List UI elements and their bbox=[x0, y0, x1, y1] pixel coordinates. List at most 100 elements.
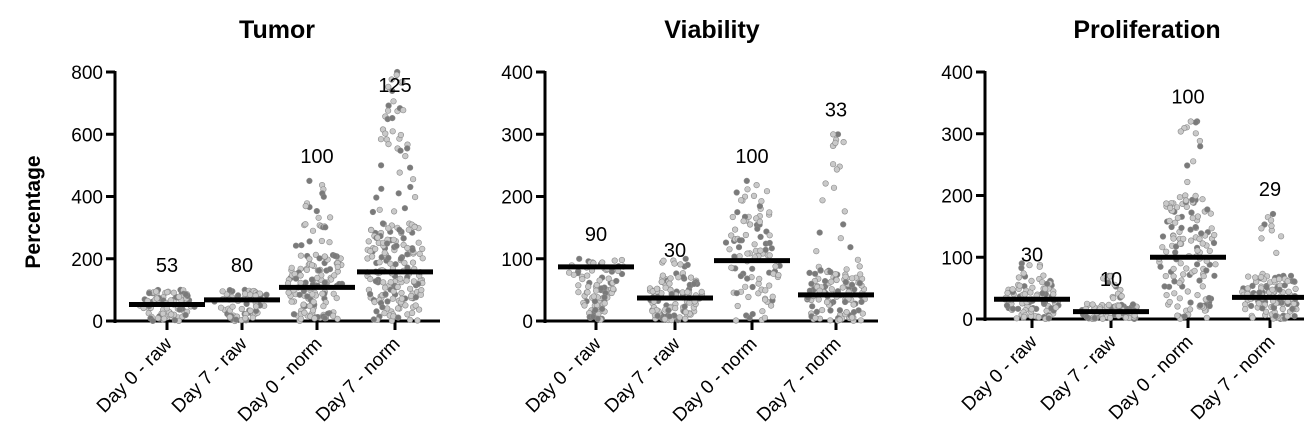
data-point bbox=[610, 285, 617, 293]
x-tick-label: Day 0 - raw bbox=[522, 333, 606, 417]
data-point bbox=[1194, 247, 1201, 254]
data-point bbox=[1170, 273, 1177, 280]
data-point bbox=[1267, 217, 1275, 224]
data-point bbox=[292, 275, 300, 282]
data-point bbox=[401, 205, 409, 212]
dot-group-day-7-norm bbox=[1239, 210, 1300, 323]
data-point bbox=[381, 249, 388, 256]
data-point bbox=[819, 197, 826, 204]
data-point bbox=[769, 293, 776, 300]
data-point bbox=[367, 276, 374, 283]
data-point bbox=[1163, 248, 1170, 255]
data-point bbox=[401, 259, 408, 267]
data-point bbox=[1188, 209, 1195, 216]
data-point bbox=[410, 278, 418, 285]
data-point bbox=[164, 289, 171, 296]
data-point bbox=[1183, 265, 1190, 272]
data-point bbox=[823, 299, 831, 306]
data-point bbox=[1162, 273, 1169, 280]
data-point bbox=[393, 71, 400, 78]
data-point bbox=[743, 177, 750, 184]
data-point bbox=[1212, 261, 1219, 268]
data-point bbox=[1205, 294, 1213, 302]
data-point bbox=[653, 285, 661, 292]
data-point bbox=[1115, 302, 1123, 310]
data-point bbox=[331, 252, 339, 259]
data-point bbox=[309, 307, 317, 314]
data-point bbox=[238, 305, 245, 313]
x-tick-label: Day 7 - raw bbox=[601, 333, 685, 417]
data-point bbox=[1184, 288, 1191, 295]
data-point bbox=[153, 288, 160, 295]
data-point bbox=[418, 287, 425, 294]
data-point bbox=[1168, 223, 1175, 231]
data-point bbox=[854, 256, 862, 263]
data-point bbox=[1242, 306, 1249, 313]
data-point bbox=[732, 317, 740, 324]
data-point bbox=[1083, 313, 1090, 321]
data-point bbox=[581, 302, 588, 309]
data-point bbox=[226, 287, 233, 294]
data-point bbox=[311, 315, 318, 322]
data-point bbox=[379, 304, 386, 311]
data-point bbox=[1042, 285, 1049, 292]
data-point bbox=[676, 314, 683, 321]
data-point bbox=[1174, 312, 1181, 319]
data-point bbox=[1263, 284, 1270, 291]
data-point bbox=[832, 271, 839, 278]
data-point bbox=[407, 183, 414, 191]
data-point bbox=[751, 241, 758, 248]
data-point bbox=[740, 218, 747, 225]
data-point bbox=[842, 273, 849, 280]
data-point bbox=[1181, 313, 1188, 320]
data-point bbox=[331, 272, 338, 279]
data-point bbox=[161, 315, 168, 322]
data-point bbox=[395, 190, 402, 197]
data-point bbox=[1207, 210, 1214, 217]
data-point bbox=[233, 316, 240, 323]
data-point bbox=[1289, 305, 1296, 313]
data-point bbox=[1192, 130, 1199, 137]
data-point bbox=[1200, 273, 1207, 280]
data-point bbox=[767, 302, 775, 309]
data-point bbox=[818, 307, 826, 314]
data-point bbox=[326, 239, 333, 246]
data-point bbox=[416, 306, 423, 313]
data-point bbox=[384, 240, 391, 247]
data-point bbox=[419, 245, 426, 252]
y-tick-label: 0 bbox=[962, 310, 973, 331]
data-point bbox=[182, 312, 189, 319]
data-point bbox=[252, 303, 260, 310]
data-point bbox=[316, 255, 323, 262]
data-point bbox=[833, 276, 840, 284]
data-point bbox=[742, 231, 750, 239]
data-point bbox=[320, 193, 327, 200]
data-point bbox=[1284, 278, 1291, 285]
data-point bbox=[744, 275, 751, 282]
data-point bbox=[737, 273, 745, 280]
x-tick-label: Day 7 - norm bbox=[1187, 332, 1279, 424]
data-point bbox=[1166, 298, 1173, 306]
data-point bbox=[1192, 119, 1199, 126]
data-point bbox=[729, 213, 736, 221]
data-point bbox=[731, 226, 739, 233]
data-point bbox=[1194, 213, 1201, 220]
data-point bbox=[857, 317, 865, 324]
data-point bbox=[1157, 263, 1164, 270]
data-point bbox=[306, 255, 313, 263]
data-point bbox=[1105, 301, 1112, 309]
data-point bbox=[757, 233, 764, 240]
data-point bbox=[766, 232, 773, 239]
data-point bbox=[333, 295, 340, 302]
data-point bbox=[684, 289, 691, 296]
data-point bbox=[1249, 314, 1256, 321]
data-point bbox=[318, 237, 326, 245]
data-point bbox=[365, 238, 372, 245]
data-point bbox=[385, 102, 392, 109]
data-point bbox=[389, 295, 396, 302]
data-point bbox=[601, 300, 608, 307]
x-tick-label: Day 7 - norm bbox=[753, 334, 845, 426]
data-point bbox=[249, 314, 256, 321]
data-point bbox=[1187, 226, 1194, 233]
